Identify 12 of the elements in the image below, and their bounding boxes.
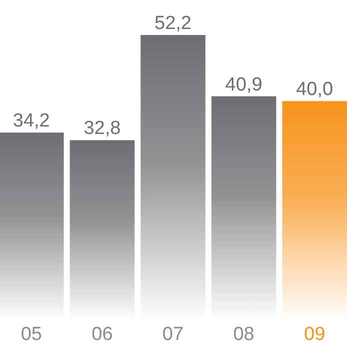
x-tick-label: 07 — [162, 324, 184, 345]
bar — [70, 140, 135, 318]
bar — [282, 101, 347, 318]
data-label: 40,9 — [225, 74, 262, 96]
data-label: 52,2 — [154, 13, 192, 34]
data-label: 34,2 — [12, 110, 50, 132]
x-tick-label: 05 — [20, 324, 42, 345]
x-tick-label: 09 — [304, 324, 326, 345]
data-label: 40,0 — [296, 79, 334, 100]
x-tick-label: 06 — [92, 324, 113, 345]
data-label: 32,8 — [84, 118, 121, 140]
x-tick-label: 08 — [233, 324, 254, 345]
